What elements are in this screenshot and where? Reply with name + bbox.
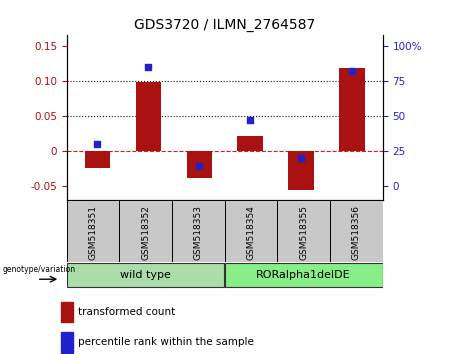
Bar	[225, 200, 278, 262]
Bar	[67, 200, 119, 262]
Bar	[119, 200, 172, 262]
Text: GSM518356: GSM518356	[352, 205, 361, 260]
Bar	[136, 82, 161, 151]
Text: GSM518351: GSM518351	[89, 205, 98, 260]
Point	[297, 155, 305, 161]
Text: GSM518353: GSM518353	[194, 205, 203, 260]
Bar	[61, 302, 73, 322]
Bar	[237, 136, 263, 151]
Point	[349, 68, 356, 74]
Bar	[187, 151, 212, 178]
Bar	[225, 263, 383, 287]
Point	[195, 164, 203, 169]
Text: genotype/variation: genotype/variation	[3, 265, 76, 274]
Point	[145, 64, 152, 70]
Text: GSM518352: GSM518352	[141, 205, 150, 260]
Point	[94, 141, 101, 147]
Text: GSM518355: GSM518355	[299, 205, 308, 260]
Bar	[289, 151, 314, 189]
Text: RORalpha1delDE: RORalpha1delDE	[256, 270, 351, 280]
Text: percentile rank within the sample: percentile rank within the sample	[78, 337, 254, 348]
Bar	[61, 332, 73, 353]
Bar	[330, 200, 383, 262]
Bar	[339, 68, 365, 151]
Bar	[85, 151, 110, 169]
Text: transformed count: transformed count	[78, 307, 175, 317]
Bar	[67, 263, 224, 287]
Point	[247, 117, 254, 123]
Bar	[172, 200, 225, 262]
Text: wild type: wild type	[120, 270, 171, 280]
Title: GDS3720 / ILMN_2764587: GDS3720 / ILMN_2764587	[134, 18, 315, 32]
Text: GSM518354: GSM518354	[247, 205, 255, 260]
Bar	[278, 200, 330, 262]
